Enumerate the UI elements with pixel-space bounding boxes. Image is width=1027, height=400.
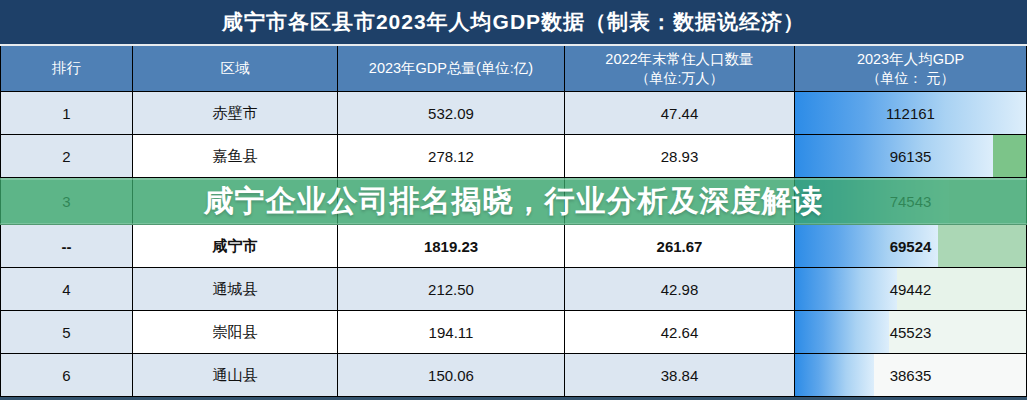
per-capita-value: 69524 bbox=[890, 238, 932, 255]
table-header-row: 排行区域2023年GDP总量(单位:亿)2022年末常住人口数量（单位:万人）2… bbox=[1, 46, 1026, 92]
headline-overlay-banner: 咸宁企业公司排名揭晓，行业分析及深度解读 bbox=[0, 178, 1027, 225]
region-cell: 通城县 bbox=[133, 268, 338, 310]
rank-cell: 6 bbox=[1, 354, 133, 396]
table-row: 5崇阳县194.1142.64 45523 bbox=[1, 311, 1026, 354]
rank-cell: -- bbox=[1, 225, 133, 267]
region-cell: 咸宁市 bbox=[133, 225, 338, 267]
column-header-unit: （单位:万人） bbox=[636, 69, 724, 87]
rank-cell: 4 bbox=[1, 268, 133, 310]
per-capita-data-bar bbox=[795, 354, 874, 396]
gdp-cell: 150.06 bbox=[338, 354, 565, 396]
table-body: 1赤壁市532.0947.44 112161 2嘉鱼县278.1228.93 9613… bbox=[1, 92, 1026, 397]
per-capita-cell: 69524 bbox=[795, 225, 1026, 267]
region-cell: 崇阳县 bbox=[133, 311, 338, 353]
gdp-cell: 532.09 bbox=[338, 92, 565, 134]
column-header-label: 排行 bbox=[52, 59, 81, 78]
population-cell: 42.98 bbox=[565, 268, 795, 310]
rank-cell: 5 bbox=[1, 311, 133, 353]
rank-cell: 2 bbox=[1, 135, 133, 177]
population-cell: 47.44 bbox=[565, 92, 795, 134]
title-bar: 咸宁市各区县市2023年人均GDP数据（制表：数据说经济） bbox=[0, 0, 1027, 44]
rank-cell: 1 bbox=[1, 92, 133, 134]
population-cell: 38.84 bbox=[565, 354, 795, 396]
gdp-cell: 1819.23 bbox=[338, 225, 565, 267]
per-capita-data-bar bbox=[795, 311, 889, 353]
table-row: --咸宁市1819.23261.67 69524 bbox=[1, 225, 1026, 268]
per-capita-data-bar bbox=[795, 268, 897, 310]
page-title: 咸宁市各区县市2023年人均GDP数据（制表：数据说经济） bbox=[222, 8, 805, 36]
per-capita-cell: 49442 bbox=[795, 268, 1026, 310]
per-capita-value: 45523 bbox=[890, 324, 932, 341]
population-cell: 28.93 bbox=[565, 135, 795, 177]
column-header-3: 2022年末常住人口数量（单位:万人） bbox=[565, 46, 795, 91]
per-capita-value: 96135 bbox=[890, 148, 932, 165]
column-header-label: 区域 bbox=[221, 59, 250, 78]
column-header-label: 2023年人均GDP bbox=[857, 50, 964, 69]
gdp-cell: 278.12 bbox=[338, 135, 565, 177]
column-header-2: 2023年GDP总量(单位:亿) bbox=[338, 46, 565, 91]
gdp-cell: 194.11 bbox=[338, 311, 565, 353]
column-header-unit: （单位： 元） bbox=[867, 69, 955, 87]
column-header-4: 2023年人均GDP（单位： 元） bbox=[795, 46, 1026, 91]
region-cell: 通山县 bbox=[133, 354, 338, 396]
per-capita-cell: 96135 bbox=[795, 135, 1026, 177]
table-row: 6通山县150.0638.84 38635 bbox=[1, 354, 1026, 397]
per-capita-cell: 112161 bbox=[795, 92, 1026, 134]
column-header-label: 2022年末常住人口数量 bbox=[605, 50, 753, 69]
table-row: 2嘉鱼县278.1228.93 96135 bbox=[1, 135, 1026, 178]
population-cell: 42.64 bbox=[565, 311, 795, 353]
table-row: 4通城县212.5042.98 49442 bbox=[1, 268, 1026, 311]
per-capita-value: 112161 bbox=[886, 105, 935, 122]
column-header-0: 排行 bbox=[1, 46, 133, 91]
per-capita-value: 38635 bbox=[890, 367, 932, 384]
region-cell: 嘉鱼县 bbox=[133, 135, 338, 177]
table-row: 1赤壁市532.0947.44 112161 bbox=[1, 92, 1026, 135]
per-capita-cell: 38635 bbox=[795, 354, 1026, 396]
headline-text: 咸宁企业公司排名揭晓，行业分析及深度解读 bbox=[204, 181, 824, 222]
per-capita-cell: 45523 bbox=[795, 311, 1026, 353]
column-header-label: 2023年GDP总量(单位:亿) bbox=[369, 59, 533, 78]
gdp-cell: 212.50 bbox=[338, 268, 565, 310]
per-capita-value: 49442 bbox=[890, 281, 932, 298]
population-cell: 261.67 bbox=[565, 225, 795, 267]
region-cell: 赤壁市 bbox=[133, 92, 338, 134]
column-header-1: 区域 bbox=[133, 46, 338, 91]
gdp-infographic: 咸宁市各区县市2023年人均GDP数据（制表：数据说经济） 排行 区域 2023年G… bbox=[0, 0, 1027, 400]
